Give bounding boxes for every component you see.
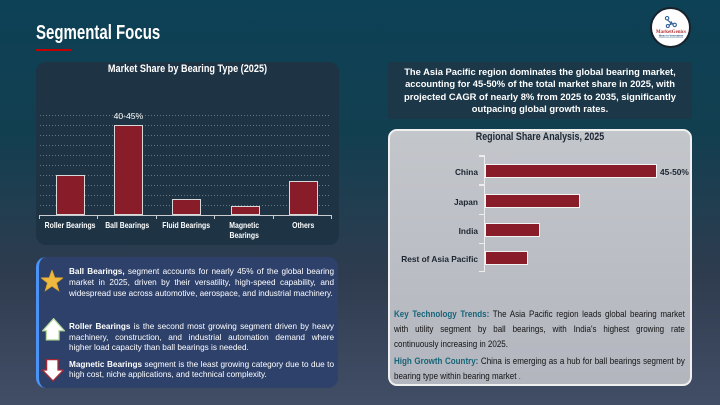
svg-text:Ideas to Innovation: Ideas to Innovation: [659, 33, 684, 37]
svg-text:MarketGenics: MarketGenics: [656, 30, 686, 35]
